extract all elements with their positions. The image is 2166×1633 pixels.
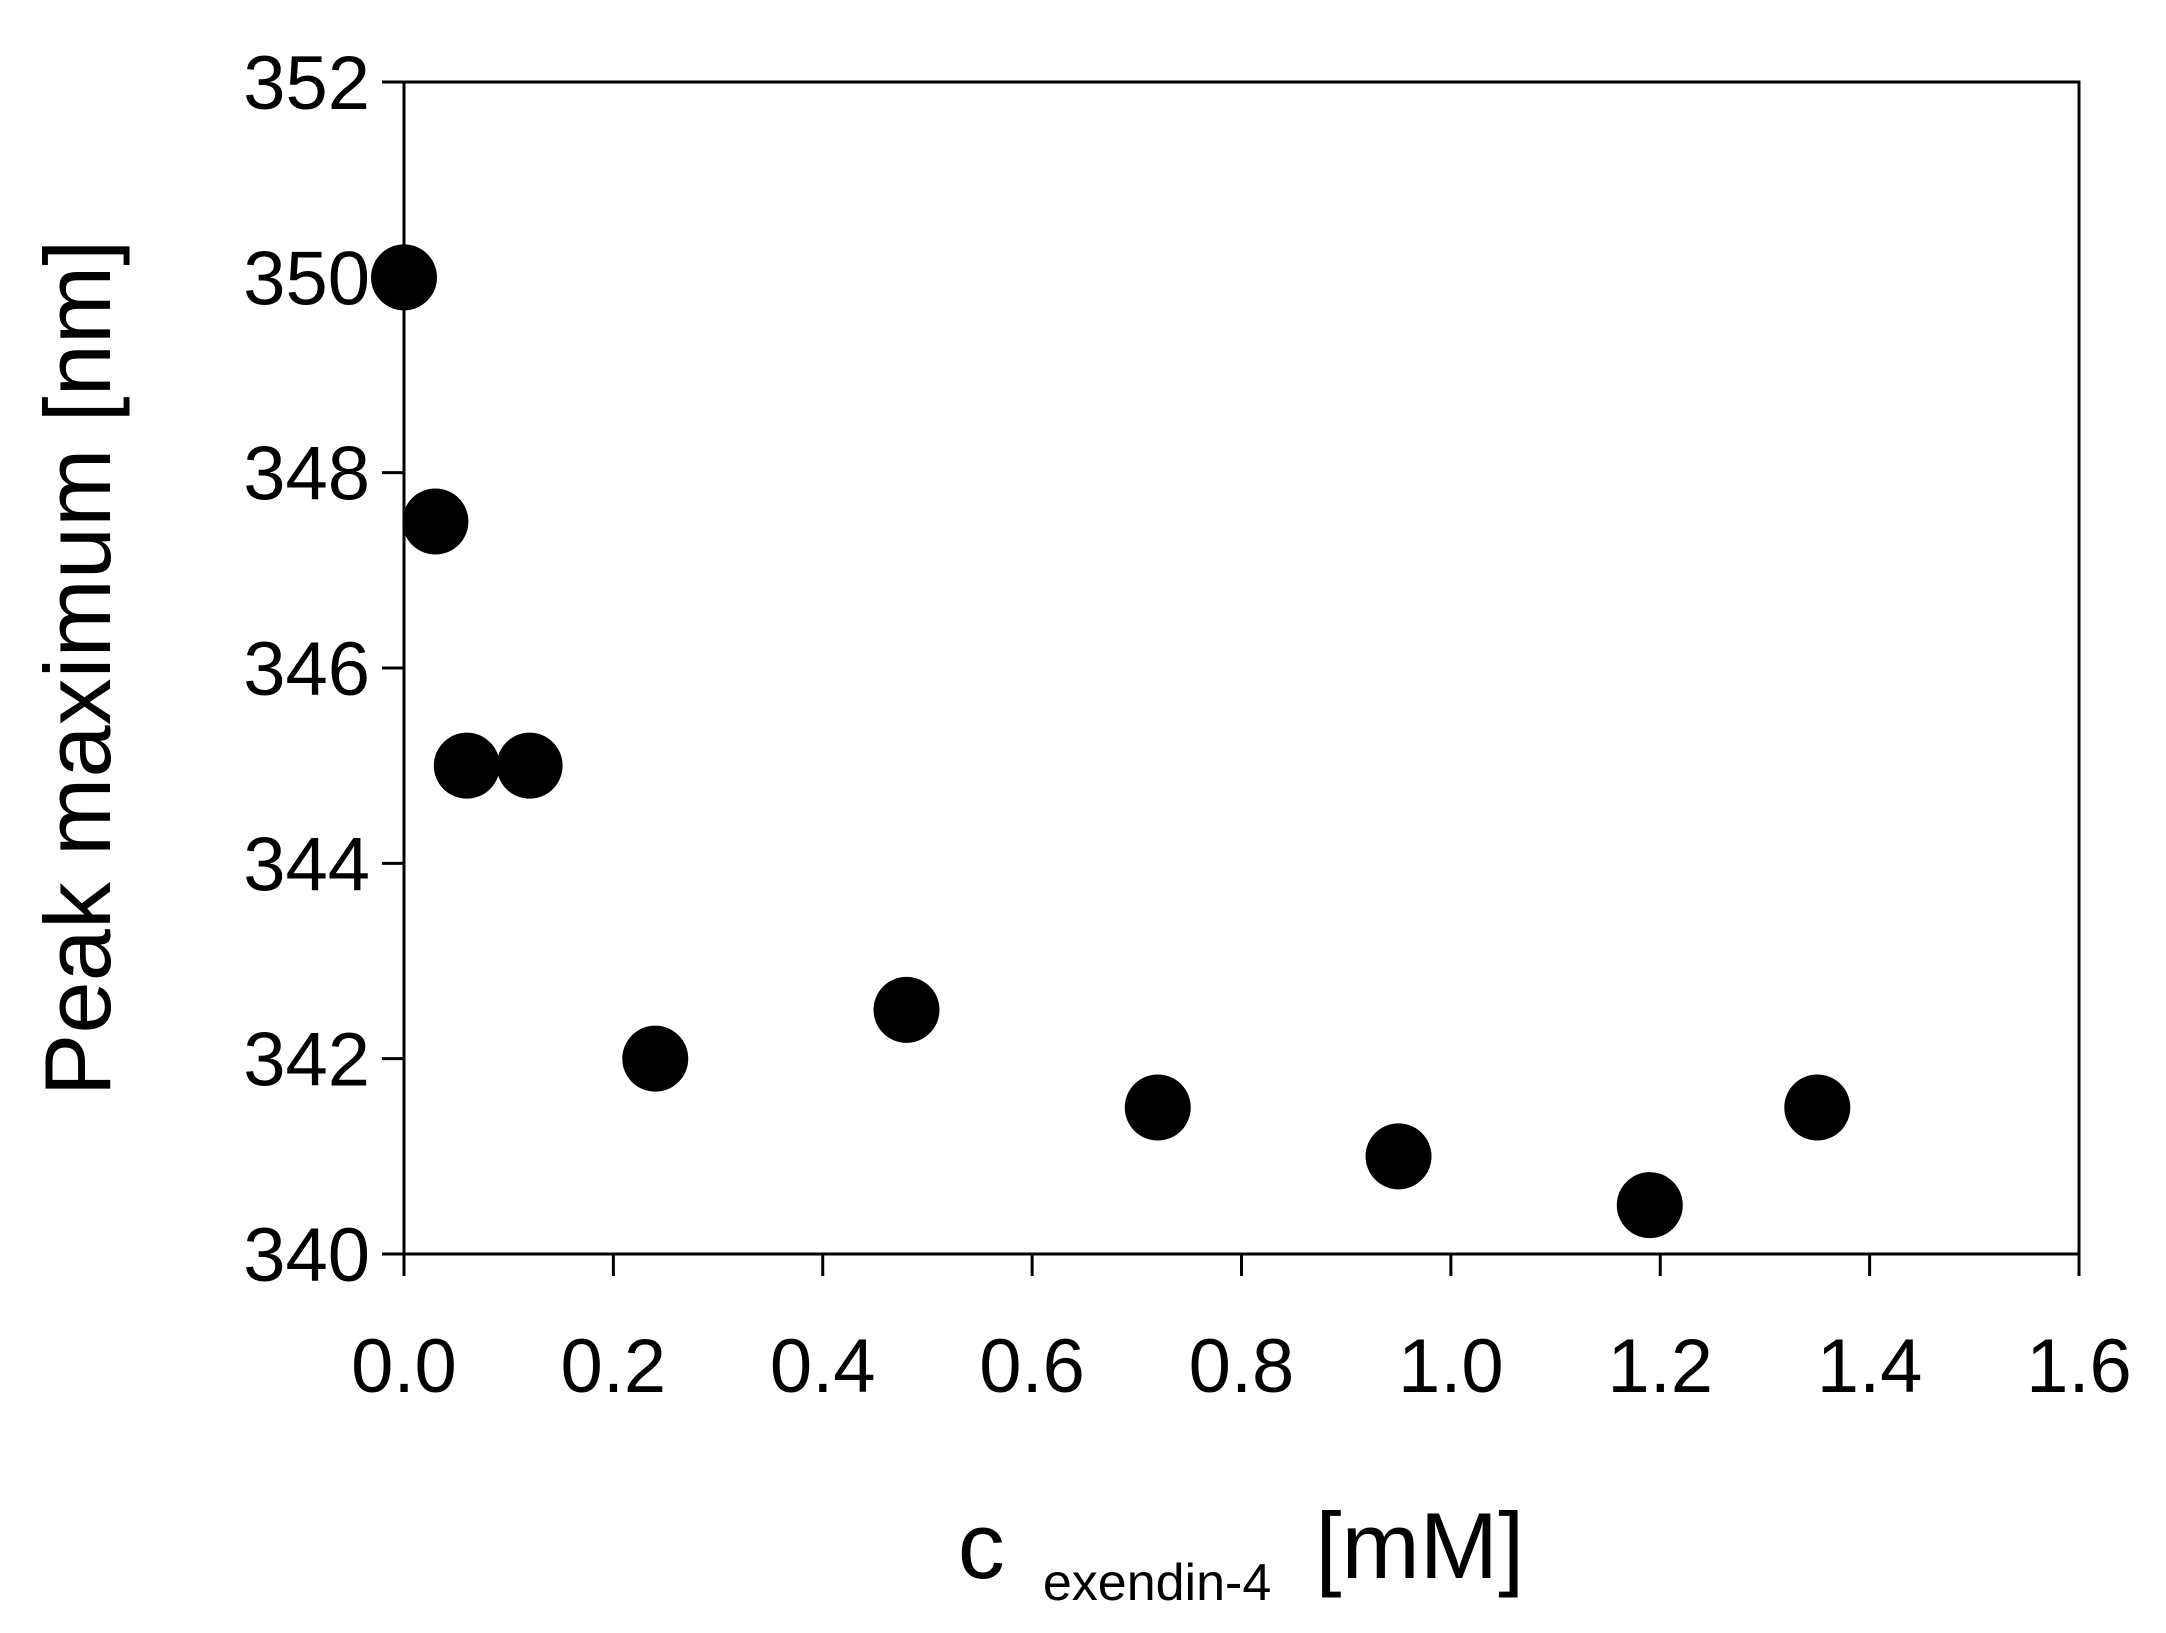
x-axis-title-subscript: exendin-4 [1043, 1554, 1271, 1612]
y-tick-label: 344 [243, 822, 370, 907]
y-tick-label: 350 [243, 236, 370, 321]
x-axis-title-unit: [mM] [1315, 1493, 1524, 1598]
data-points [371, 244, 1851, 1239]
y-tick-label: 348 [243, 432, 370, 517]
data-point [873, 976, 940, 1043]
x-tick-label: 0.6 [979, 1324, 1085, 1409]
y-axis-title: Peak maximum [nm] [25, 240, 130, 1097]
y-tick-label: 352 [243, 41, 370, 126]
x-tick-label: 0.2 [561, 1324, 667, 1409]
data-point [1784, 1074, 1851, 1141]
x-tick-label: 1.6 [2026, 1324, 2132, 1409]
x-axis-title: c exendin-4 [mM] [958, 1493, 1524, 1620]
x-axis-title-main: c [958, 1493, 1005, 1598]
x-tick-label: 1.4 [1817, 1324, 1923, 1409]
x-tick-label: 1.0 [1398, 1324, 1504, 1409]
data-point [402, 488, 469, 555]
data-point [1365, 1123, 1432, 1190]
y-axis-ticks: 340 342 344 346 348 350 352 [243, 41, 404, 1298]
data-point [496, 732, 563, 799]
y-tick-label: 346 [243, 627, 370, 712]
data-point [371, 244, 437, 311]
y-tick-label: 340 [243, 1213, 370, 1298]
x-tick-label: 0.4 [770, 1324, 876, 1409]
data-point [433, 732, 500, 799]
x-tick-label: 0.0 [351, 1324, 457, 1409]
data-point [1616, 1172, 1683, 1239]
y-tick-label: 342 [243, 1018, 370, 1103]
x-tick-label: 1.2 [1607, 1324, 1713, 1409]
data-point [1124, 1074, 1191, 1141]
x-tick-label: 0.8 [1189, 1324, 1295, 1409]
data-point [622, 1025, 689, 1092]
x-axis-ticks: 0.0 0.2 0.4 0.6 0.8 1.0 1.2 1.4 1.6 [351, 1254, 2132, 1409]
